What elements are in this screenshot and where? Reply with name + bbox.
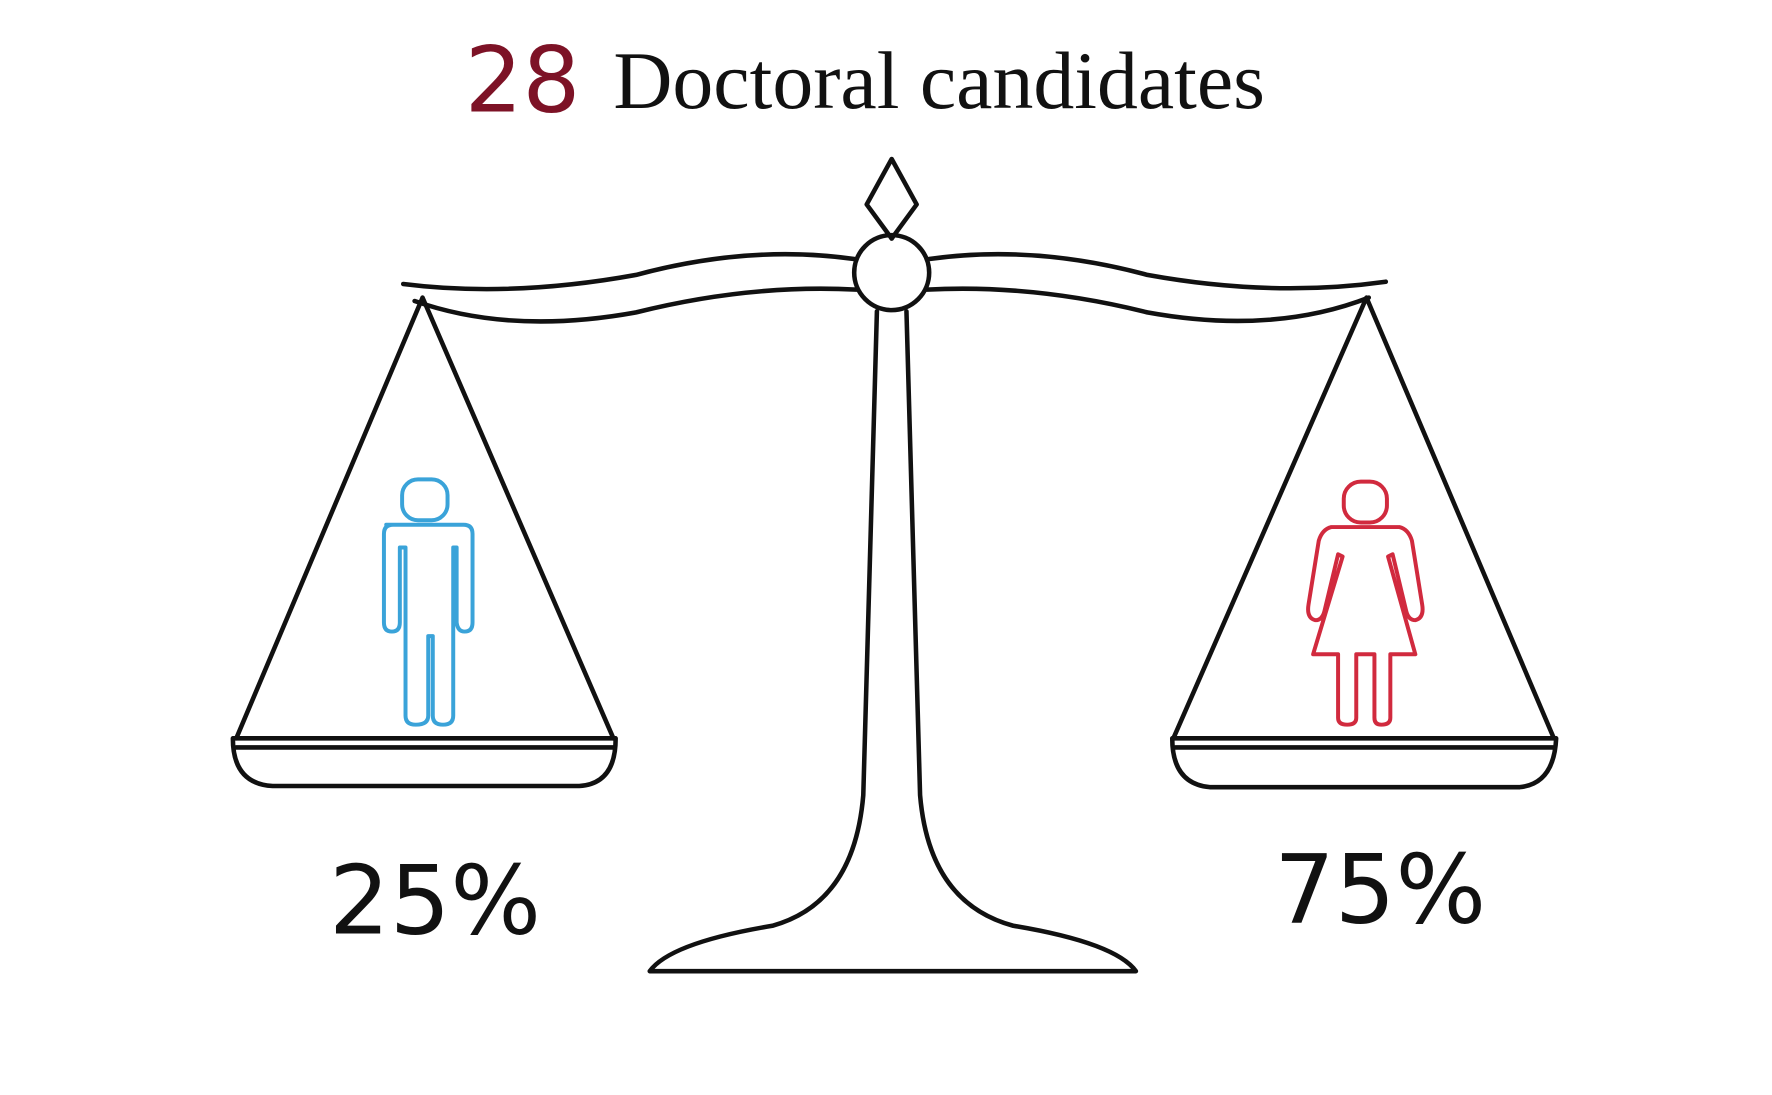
men-share: 25% <box>329 845 541 957</box>
beam-bottom <box>412 286 1372 324</box>
count: 28 <box>465 28 581 133</box>
title: Doctoral candidates <box>613 35 1265 126</box>
man-icon <box>381 477 475 727</box>
beam-top <box>400 251 1389 292</box>
right-strings <box>1171 295 1557 741</box>
pivot <box>851 232 932 313</box>
finial <box>864 156 919 241</box>
women-share: 75% <box>1274 833 1486 945</box>
right-pan <box>1169 736 1559 790</box>
left-strings <box>233 295 616 741</box>
column <box>647 308 1139 974</box>
left-pan <box>230 736 618 789</box>
woman-icon <box>1306 479 1425 727</box>
scale <box>230 156 1559 974</box>
